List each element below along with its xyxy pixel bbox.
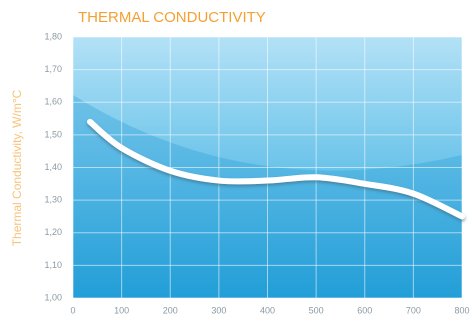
y-tick-label: 1,20 — [44, 227, 62, 237]
x-tick-label: 500 — [309, 305, 324, 315]
y-tick-label: 1,80 — [44, 31, 62, 41]
chart: THERMAL CONDUCTIVITY Thermal Conductivit… — [0, 0, 472, 323]
y-tick-label: 1,50 — [44, 129, 62, 139]
x-tick-label: 700 — [406, 305, 421, 315]
x-tick-label: 200 — [163, 305, 178, 315]
y-tick-label: 1,40 — [44, 162, 62, 172]
x-tick-label: 400 — [260, 305, 275, 315]
x-tick-label: 800 — [454, 305, 469, 315]
y-tick-label: 1,30 — [44, 195, 62, 205]
y-tick-label: 1,00 — [44, 292, 62, 302]
x-tick-label: 300 — [211, 305, 226, 315]
y-tick-label: 1,10 — [44, 260, 62, 270]
x-tick-label: 100 — [114, 305, 129, 315]
page: {"chart_data": {"type": "line", "title":… — [0, 0, 472, 323]
y-axis-label: Thermal Conductivity, W/m°C — [10, 89, 24, 246]
y-tick-label: 1,60 — [44, 97, 62, 107]
x-tick-label: 600 — [357, 305, 372, 315]
x-tick-label: 0 — [70, 305, 75, 315]
chart-title: THERMAL CONDUCTIVITY — [78, 9, 266, 26]
y-tick-label: 1,70 — [44, 64, 62, 74]
